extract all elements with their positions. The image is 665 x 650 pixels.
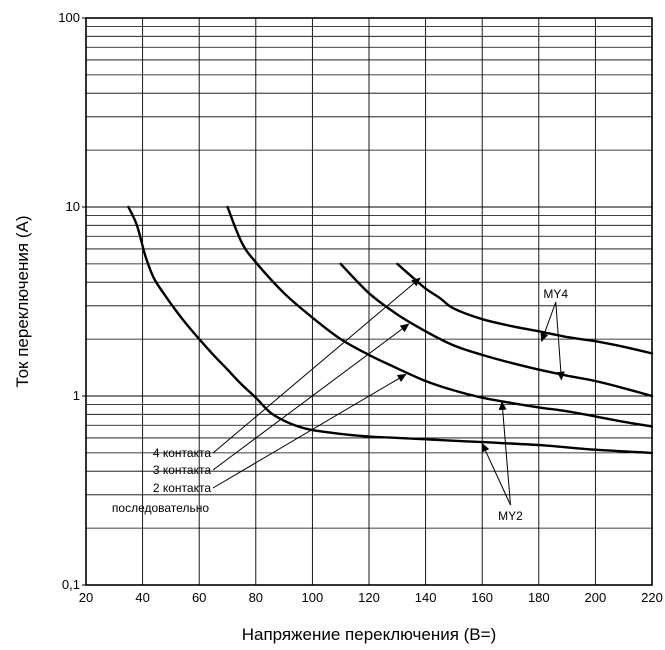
y-tick-label: 100 [58, 10, 80, 25]
chart-grid [86, 18, 652, 585]
x-tick-label: 40 [135, 590, 149, 605]
annotation-texts: 4 контакта 3 контакта 2 контакта последо… [112, 287, 569, 523]
curve-2-contacts [226, 205, 654, 428]
leader-4-contacts [212, 277, 421, 454]
x-tick-label: 100 [302, 590, 324, 605]
leader-2-contacts [212, 373, 407, 489]
x-tick-label: 140 [415, 590, 437, 605]
plot-frame [85, 17, 653, 586]
label-my2: MY2 [498, 509, 523, 523]
legend-label-series: последовательно [112, 501, 209, 515]
legend-label-3-contacts: 3 контакта [153, 463, 211, 477]
x-tick-label: 180 [528, 590, 550, 605]
label-my4: MY4 [543, 287, 568, 301]
y-tick-label: 10 [66, 199, 80, 214]
curve-series [127, 205, 654, 455]
x-tick-label: 80 [249, 590, 263, 605]
x-tick-labels: 20 40 60 80 100 120 140 160 180 200 220 [79, 590, 663, 605]
y-axis-title: Ток переключения (А) [13, 216, 32, 388]
y-tick-labels: 0,1 1 10 100 [58, 10, 86, 592]
x-axis-title: Напряжение переключения (В=) [242, 625, 497, 644]
x-tick-label: 60 [192, 590, 206, 605]
x-tick-label: 160 [471, 590, 493, 605]
legend-label-4-contacts: 4 контакта [153, 446, 211, 460]
leader-my2-b [481, 442, 511, 506]
curve-3-contacts [339, 262, 654, 398]
curve-4-contacts [396, 262, 654, 355]
x-tick-label: 20 [79, 590, 93, 605]
y-tick-label: 1 [73, 388, 80, 403]
leader-my4-a [540, 301, 557, 343]
x-tick-label: 200 [585, 590, 607, 605]
x-tick-label: 220 [641, 590, 663, 605]
leader-my4-b [555, 301, 565, 381]
chart-curves [127, 205, 654, 455]
legend-label-2-contacts: 2 контакта [153, 481, 211, 495]
x-tick-label: 120 [358, 590, 380, 605]
annotation-leaders [212, 277, 565, 506]
y-tick-label: 0,1 [62, 577, 80, 592]
leader-my2-a [498, 400, 511, 506]
leader-3-contacts [212, 323, 410, 471]
